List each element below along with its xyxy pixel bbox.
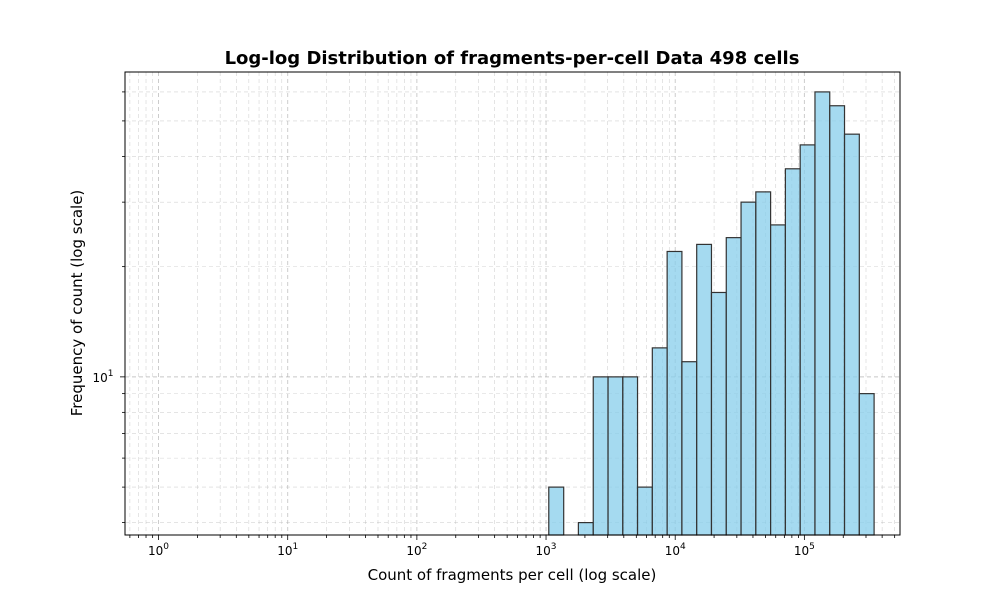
chart-title: Log-log Distribution of fragments-per-ce… — [225, 48, 800, 69]
x-axis-label: Count of fragments per cell (log scale) — [368, 566, 657, 584]
histogram-bar — [622, 376, 639, 536]
bars-layer — [548, 91, 875, 536]
histogram-bar — [710, 291, 727, 536]
histogram-bar — [681, 361, 698, 536]
x-tick-label: 105 — [794, 542, 815, 558]
histogram-bar — [858, 393, 875, 536]
histogram-bar — [740, 201, 757, 536]
histogram-bar — [770, 224, 786, 536]
histogram-bar — [577, 522, 594, 536]
y-axis-label: Frequency of count (log scale) — [68, 190, 86, 417]
histogram-bar — [784, 168, 801, 536]
plot-frame — [124, 71, 901, 536]
histogram-bar — [548, 486, 565, 536]
x-tick-label: 100 — [148, 542, 169, 558]
x-tick-label: 102 — [406, 542, 427, 558]
histogram-bar — [651, 347, 668, 536]
histogram-bar — [666, 250, 683, 536]
histogram-bar — [696, 243, 713, 536]
y-tick-label: 101 — [92, 369, 113, 385]
histogram-bar — [829, 105, 846, 536]
x-tick-label: 104 — [665, 542, 686, 558]
histogram-bar — [636, 486, 653, 536]
ticks-layer: 100 101 102 103 104 105 101 — [92, 91, 896, 558]
histogram-bar — [843, 133, 860, 536]
x-tick-label: 103 — [536, 542, 557, 558]
histogram-bar — [799, 144, 816, 536]
histogram-bar — [814, 91, 831, 536]
x-tick-label: 101 — [277, 542, 298, 558]
histogram-bar — [725, 237, 742, 536]
histogram-bar — [755, 191, 772, 536]
histogram-bar — [607, 376, 624, 536]
histogram-bar — [592, 376, 609, 536]
